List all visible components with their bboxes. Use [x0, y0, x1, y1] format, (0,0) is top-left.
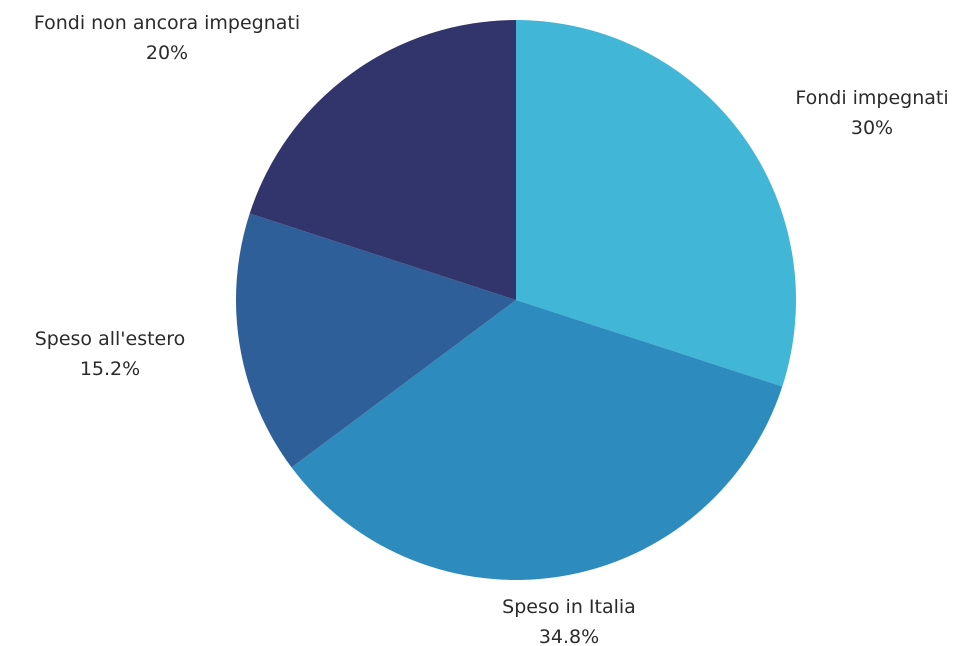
pie-labels: Fondi impegnati 30% Speso in Italia 34.8% Sp… — [34, 12, 949, 646]
pie-slice-fondi-non-ancora-impegnati — [249, 20, 516, 300]
slice-label-value: 20% — [146, 42, 188, 64]
slice-label-name: Speso all'estero — [35, 328, 186, 350]
pie-slice-speso-in-italia — [291, 300, 783, 581]
slice-label-value: 30% — [851, 117, 893, 139]
slice-label-value: 34.8% — [539, 626, 599, 646]
slice-label-value: 15.2% — [80, 358, 140, 380]
slice-label-name: Speso in Italia — [502, 596, 636, 618]
pie-slices — [235, 20, 797, 581]
pie-slice-speso-all-estero — [235, 213, 516, 468]
slice-label-name: Fondi non ancora impegnati — [34, 12, 300, 34]
pie-slice-fondi-impegnati — [516, 20, 797, 387]
slice-label-name: Fondi impegnati — [795, 87, 948, 109]
